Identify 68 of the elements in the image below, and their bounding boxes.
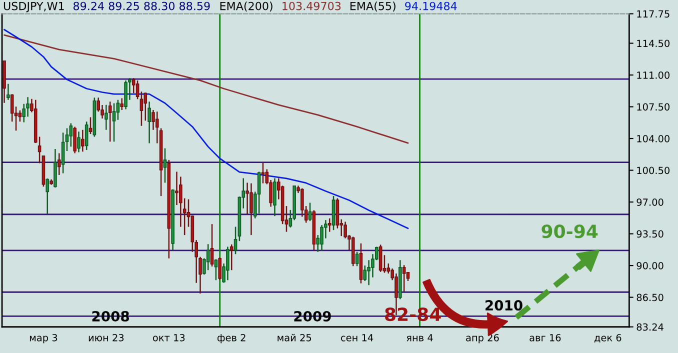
candlestick (136, 80, 140, 100)
candlestick (61, 132, 65, 174)
candlestick (226, 246, 230, 281)
text: EMA(55) (350, 2, 396, 12)
candlestick (58, 152, 61, 176)
candlestick (273, 178, 276, 217)
x-tick-label: мар 3 (30, 334, 58, 344)
candlestick (320, 224, 324, 252)
candlestick (163, 148, 167, 184)
candlestick (77, 131, 80, 153)
candlestick (65, 128, 69, 152)
candlestick (18, 110, 22, 122)
y-tick-label: 93.50 (636, 230, 664, 238)
y-tick-label: 97.00 (636, 198, 664, 206)
candlestick (108, 100, 112, 142)
candlestick (140, 90, 144, 127)
candlestick (46, 178, 50, 215)
candlestick (73, 126, 76, 154)
y-tick-label: 104.00 (637, 135, 670, 142)
chart-title: USDJPY,W1 (4, 2, 64, 12)
candlestick (328, 218, 332, 232)
candlestick (104, 104, 108, 131)
candlestick (402, 264, 406, 292)
x-tick-label: сен 14 (341, 334, 374, 342)
line-series (4, 34, 409, 144)
candlestick (175, 171, 178, 206)
y-tick-label: 117.75 (637, 10, 670, 18)
y-tick-label: 107.50 (637, 103, 670, 111)
candlestick (210, 223, 214, 268)
candlestick (116, 99, 120, 121)
x-tick-label: июн 23 (88, 334, 124, 342)
candlestick (214, 258, 218, 281)
y-tick-label: 90.00 (636, 262, 664, 270)
candlestick (69, 122, 73, 148)
candlestick (81, 129, 84, 152)
candlestick (6, 83, 10, 100)
text: 89.24 89.25 88.30 88.59 (74, 2, 210, 10)
candlestick (112, 102, 116, 142)
text: EMA(200) (220, 2, 272, 12)
candlestick (120, 98, 124, 111)
candlestick (355, 251, 359, 267)
candlestick (206, 244, 210, 271)
candlestick (88, 116, 92, 135)
candlestick (230, 244, 234, 271)
text: 103.49703 (282, 2, 341, 10)
x-tick-label: окт 13 (152, 334, 185, 342)
y-tick-label: 100.50 (637, 166, 670, 174)
x-tick-label: фев 2 (217, 334, 246, 344)
candlestick (250, 182, 253, 236)
candlestick (218, 256, 222, 281)
candlestick (84, 121, 88, 151)
candlestick (234, 226, 238, 255)
x-tick-label: авг 16 (530, 334, 561, 342)
x-tick-label: май 25 (278, 334, 312, 342)
candlestick (378, 244, 382, 273)
candlestick (148, 100, 151, 144)
candlestick (261, 162, 265, 184)
text: 94.19484 (405, 2, 457, 10)
candlestick (308, 202, 312, 222)
annotation: 90-94 (542, 224, 598, 238)
y-tick-label: 111.00 (637, 71, 670, 79)
y-tick-label: 114.50 (637, 40, 670, 48)
line-series (4, 28, 409, 230)
y-tick-label: 83.24 (636, 323, 664, 331)
y-tick-label: 86.50 (636, 294, 664, 302)
annotation: 2010 (486, 300, 522, 311)
x-tick-label: дек 6 (594, 334, 622, 343)
x-tick-label: янв 4 (406, 334, 433, 342)
